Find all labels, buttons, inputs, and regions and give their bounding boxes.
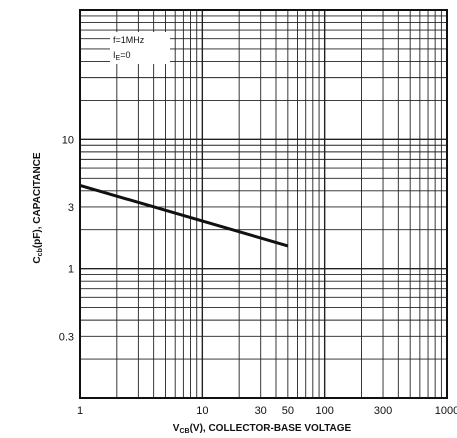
x-tick-labels: 1 10 30 50 100 300 1000 <box>77 405 457 417</box>
y-tick-label: 3 <box>68 202 74 214</box>
y-axis-label: Ccb(pF), CAPACITANCE <box>32 152 44 263</box>
annotation-frequency: f=1MHz <box>113 35 145 45</box>
x-tick-label: 100 <box>315 405 333 417</box>
x-tick-label: 30 <box>255 405 267 417</box>
x-tick-label: 10 <box>196 405 208 417</box>
series-line-capacitance <box>79 184 289 248</box>
grid-minor <box>80 10 447 398</box>
y-tick-label: 10 <box>62 134 74 146</box>
plot-frame <box>79 9 448 399</box>
x-tick-label: 300 <box>374 405 392 417</box>
x-tick-label: 50 <box>282 405 294 417</box>
grid-major <box>79 10 447 399</box>
y-tick-labels: 10 3 1 0.3 <box>59 134 74 343</box>
y-tick-label: 1 <box>68 264 74 276</box>
x-tick-label: 1000 <box>435 405 457 417</box>
x-axis-label: VCB(V), COLLECTOR-BASE VOLTAGE <box>173 423 352 435</box>
x-tick-label: 1 <box>77 405 83 417</box>
annotation-box <box>110 32 170 64</box>
y-tick-label: 0.3 <box>59 331 74 343</box>
series-group <box>79 184 289 248</box>
annotation-emitter-current: IE=0 <box>113 50 130 62</box>
